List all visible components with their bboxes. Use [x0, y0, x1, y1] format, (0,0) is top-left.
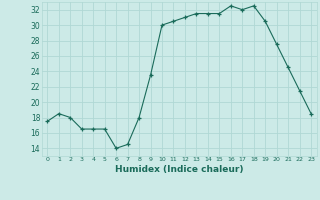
X-axis label: Humidex (Indice chaleur): Humidex (Indice chaleur) — [115, 165, 244, 174]
